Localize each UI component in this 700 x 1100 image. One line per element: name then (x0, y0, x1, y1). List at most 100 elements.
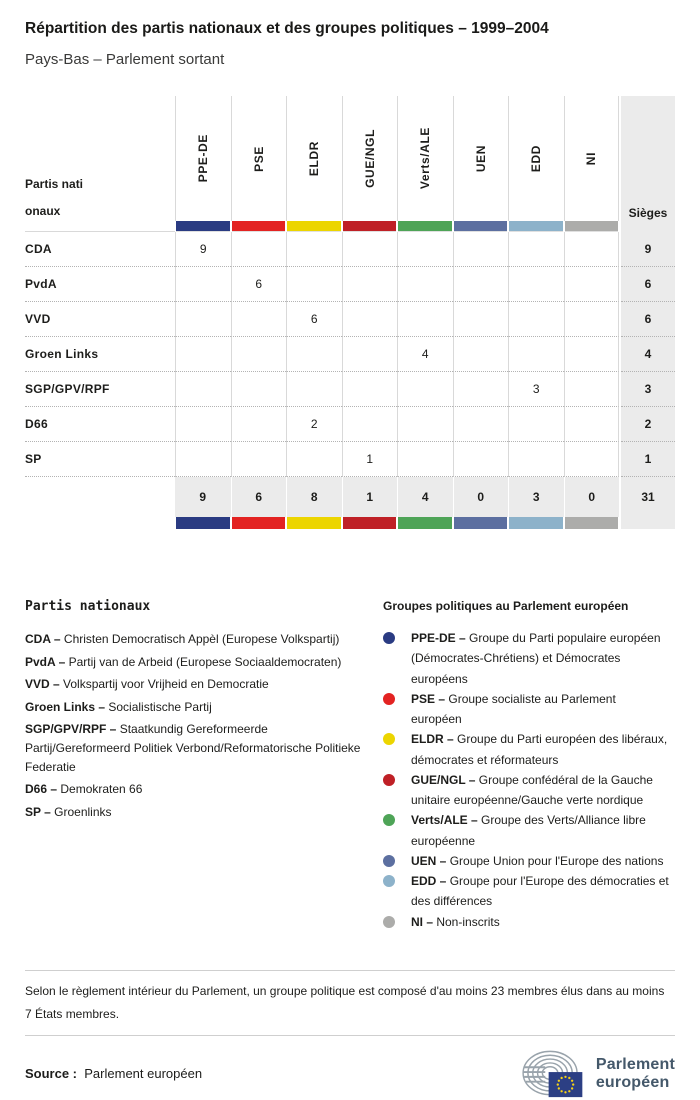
totals-cell-ppe-de: 9 (175, 477, 231, 517)
table-cell-d66-ppe-de (175, 407, 231, 442)
group-legend-item: GUE/NGL – Groupe confédéral de la Gauche… (383, 770, 675, 811)
group-color-dot-gue-ngl (383, 773, 395, 786)
group-legend-item: NI – Non-inscrits (383, 912, 675, 932)
group-legend-item: UEN – Groupe Union pour l'Europe des nat… (383, 851, 675, 871)
table-cell-pvda-ppe-de (175, 267, 231, 302)
logo-word-1: Parlement (595, 1055, 675, 1073)
column-header-text: NI (584, 151, 599, 166)
totals-seats-cell: 31 (621, 477, 675, 517)
table-cell-sp-pse (230, 442, 286, 477)
table-cell-pvda-eldr (286, 267, 342, 302)
group-abbr: PPE-DE – (411, 631, 470, 645)
table-cell-cda-ni (563, 232, 619, 267)
bottom-bar-spacer (25, 517, 175, 529)
bottom-color-bar-gue-ngl (342, 517, 396, 529)
group-legend-text: EDD – Groupe pour l'Europe des démocrati… (411, 874, 669, 909)
group-abbr: GUE/NGL – (411, 772, 479, 787)
table-row-label: D66 (25, 407, 175, 442)
table-cell-d66-eldr: 2 (286, 407, 342, 442)
table-cell-sgp-gpv-rpf-gue-ngl (341, 372, 397, 407)
table-cell-cda-eldr (286, 232, 342, 267)
table-cell-cda-pse (230, 232, 286, 267)
column-header-verts-ale: Verts/ALE (397, 96, 453, 221)
political-groups-legend: Groupes politiques au Parlement européen… (383, 599, 675, 932)
table-row-label: SP (25, 442, 175, 477)
table-cell-sp-eldr (286, 442, 342, 477)
table-cell-pvda-pse: 6 (230, 267, 286, 302)
bottom-color-bar-pse (231, 517, 285, 529)
table-cell-cda-verts-ale (397, 232, 453, 267)
table-cell-d66-edd (508, 407, 564, 442)
group-legend-text: Verts/ALE – Groupe des Verts/Alliance li… (411, 813, 646, 848)
table-cell-cda-ppe-de: 9 (175, 232, 231, 267)
group-abbr: UEN – (411, 853, 450, 868)
national-parties-legend-heading: Partis nationaux (25, 599, 151, 614)
column-header-text: GUE/NGL (362, 129, 377, 188)
group-color-bar-eldr (287, 221, 341, 232)
table-cell-pvda-gue-ngl (341, 267, 397, 302)
totals-cell-uen: 0 (452, 477, 508, 517)
table-row-label: SGP/GPV/RPF (25, 372, 175, 407)
divider-top (25, 969, 675, 971)
group-legend-text: GUE/NGL – Groupe confédéral de la Gauche… (411, 772, 653, 808)
group-legend-text: ELDR – Groupe du Parti européen des libé… (411, 732, 668, 767)
table-row-label: Groen Links (25, 337, 175, 372)
group-legend-item: ELDR – Groupe du Parti européen des libé… (383, 729, 675, 770)
table-cell-d66-gue-ngl (341, 407, 397, 442)
table-cell-d66-uen (452, 407, 508, 442)
page-title: Répartition des partis nationaux et des … (25, 20, 549, 37)
totals-cell-verts-ale: 4 (397, 477, 453, 517)
party-legend-item: Groen Links – Socialistische Partij (25, 699, 212, 714)
totals-cell-ni: 0 (563, 477, 619, 517)
source-row: Source : Parlement européen (25, 1048, 675, 1100)
table-cell-sp-uen (452, 442, 508, 477)
column-header-pse: PSE (230, 96, 287, 221)
table-row-label: VVD (25, 302, 175, 337)
table-cell-sp-ni (563, 442, 619, 477)
group-color-dot-eldr (383, 733, 395, 746)
party-abbr: SGP/GPV/RPF – (25, 722, 120, 737)
group-color-dot-ppe-de (383, 632, 395, 644)
party-abbr: D66 – (25, 782, 61, 797)
table-cell-vvd-uen (452, 302, 508, 337)
parlement-europeen-logo: Parlement européen (518, 1048, 675, 1100)
footnote: Selon le règlement intérieur du Parlemen… (25, 983, 665, 1021)
totals-cell-gue-ngl: 1 (341, 477, 397, 517)
column-header-eldr: ELDR (286, 96, 342, 221)
party-legend-item: VVD – Volkspartij voor Vrijheid en Democ… (25, 677, 269, 692)
legend-section: Partis nationaux CDA – Christen Democrat… (25, 599, 675, 932)
totals-row-spacer (25, 477, 175, 517)
column-header-text: PSE (251, 145, 266, 172)
party-legend-item: PvdA – Partij van de Arbeid (Europese So… (25, 654, 342, 669)
national-parties-legend-list: CDA – Christen Democratisch Appèl (Europ… (25, 630, 363, 821)
table-cell-vvd-ppe-de (175, 302, 231, 337)
row-seats-cell: 6 (621, 302, 675, 337)
national-parties-legend: Partis nationaux CDA – Christen Democrat… (25, 599, 363, 932)
column-header-edd: EDD (508, 96, 564, 221)
party-abbr: PvdA – (25, 654, 69, 669)
bottom-color-bar-ppe-de (176, 517, 230, 529)
logo-wordmark: Parlement européen (596, 1056, 675, 1091)
divider-bottom (25, 1034, 675, 1036)
table-corner-text: Partis nationaux (25, 177, 84, 218)
table-cell-sgp-gpv-rpf-eldr (286, 372, 342, 407)
party-abbr: SP – (25, 804, 55, 819)
bottom-color-bar-edd (509, 517, 563, 529)
table-cell-groen-links-uen (452, 337, 508, 372)
group-color-bar-ppe-de (176, 221, 230, 232)
logo-word-2: européen (595, 1073, 670, 1091)
table-cell-pvda-verts-ale (397, 267, 453, 302)
group-color-bar-uen (453, 221, 507, 232)
table-cell-groen-links-edd (508, 337, 564, 372)
bottom-color-bar-ni (564, 517, 618, 529)
row-seats-cell: 1 (621, 442, 675, 477)
group-legend-item: PPE-DE – Groupe du Parti populaire europ… (383, 628, 675, 689)
group-color-dot-uen (383, 854, 395, 867)
party-legend-item: CDA – Christen Democratisch Appèl (Europ… (25, 632, 340, 646)
table-cell-pvda-edd (508, 267, 564, 302)
seats-table: Partis nationaux PPE-DE PSE ELDR GUE/NGL Vert… (25, 96, 675, 529)
table-cell-d66-ni (563, 407, 619, 442)
group-legend-text: PPE-DE – Groupe du Parti populaire europ… (411, 631, 661, 686)
totals-cell-edd: 3 (508, 477, 564, 517)
group-color-dot-verts-ale (383, 814, 395, 827)
